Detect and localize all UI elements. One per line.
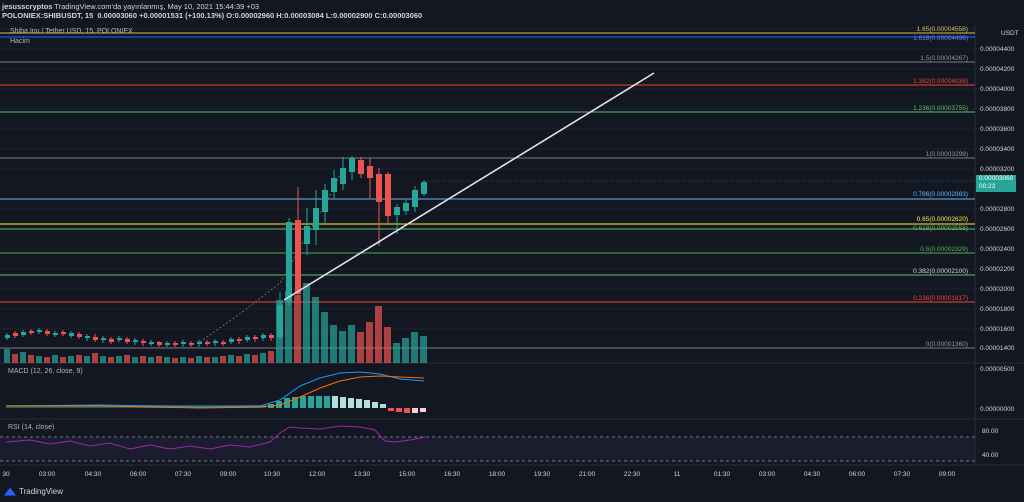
candles — [5, 156, 427, 347]
last-price: 0.00003060 — [979, 175, 1014, 182]
time-tick: 30 — [2, 471, 10, 478]
bar-countdown: 00:23 — [979, 183, 996, 190]
price-axis[interactable]: 0.00004400 0.00004200 0.00004000 0.00003… — [980, 46, 1015, 459]
fib-label: 1(0.00003298) — [926, 151, 968, 158]
last-price-tag: 0.00003060 00:23 — [976, 175, 1016, 192]
time-tick: 06:00 — [130, 471, 147, 478]
fib-label: 0.236(0.00001817) — [913, 295, 968, 302]
time-tick: 10:30 — [264, 471, 281, 478]
fib-label: 0.786(0.00002883) — [913, 191, 968, 198]
rsi-band — [0, 437, 975, 461]
price-tick: 0.00003400 — [980, 146, 1015, 153]
grid — [0, 28, 975, 349]
tradingview-logo[interactable]: TradingView — [4, 487, 63, 496]
fib-lines[interactable] — [0, 32, 975, 349]
rsi-label[interactable]: RSI (14, close) — [8, 424, 55, 431]
time-tick: 03:00 — [39, 471, 56, 478]
time-tick: 12:00 — [309, 471, 326, 478]
fib-label: 1.236(0.00003755) — [913, 105, 968, 112]
price-tick: 0.00001800 — [980, 306, 1015, 313]
price-tick: 0.00003800 — [980, 106, 1015, 113]
macd-histogram — [6, 396, 426, 413]
rsi-tick: 80.00 — [982, 428, 999, 435]
price-tick: 0.00004000 — [980, 86, 1015, 93]
time-tick: 03:00 — [759, 471, 776, 478]
fib-label: 0.618(0.00002558) — [913, 225, 968, 232]
symbol-row: POLONIEX:SHIBUSDT, 15 0.00003060 +0.0000… — [2, 11, 424, 20]
fib-label: 0.5(0.00002329) — [920, 246, 968, 253]
volume-label[interactable]: Hacim — [10, 38, 30, 45]
fib-label: 1.65(0.00004558) — [917, 26, 968, 33]
price-tick: 0.00002400 — [980, 246, 1015, 253]
time-tick: 09:00 — [939, 471, 956, 478]
time-tick: 19:30 — [534, 471, 551, 478]
price-tick: 0.00002800 — [980, 206, 1015, 213]
time-tick: 07:30 — [175, 471, 192, 478]
time-axis[interactable]: 30 03:00 04:30 06:00 07:30 09:00 10:30 1… — [2, 471, 955, 478]
time-tick: 06:00 — [849, 471, 866, 478]
fib-label: 0.382(0.00002100) — [913, 268, 968, 275]
fib-label: 1.618(0.00004496) — [913, 35, 968, 42]
author-name[interactable]: jesusscryptos — [2, 2, 53, 11]
time-tick: 09:00 — [220, 471, 237, 478]
time-tick: 01:30 — [714, 471, 731, 478]
ohlc-values: 0.00003060 +0.00001531 (+100.13%) O:0.00… — [97, 11, 423, 20]
fib-label: 0.65(0.00002620) — [917, 216, 968, 223]
trendline[interactable] — [283, 72, 655, 301]
time-tick: 21:00 — [579, 471, 596, 478]
time-tick: 16:30 — [444, 471, 461, 478]
fib-label: 1.5(0.00004267) — [920, 55, 968, 62]
brand-name: TradingView — [19, 487, 64, 496]
price-tick: 0.00004200 — [980, 66, 1015, 73]
macd-line — [5, 371, 425, 408]
published-info: jesusscryptos TradingView.com'da yayınla… — [2, 2, 259, 11]
time-tick: 04:30 — [85, 471, 102, 478]
price-tick: 0.00001600 — [980, 326, 1015, 333]
time-tick: 13:30 — [354, 471, 371, 478]
time-tick: 11 — [674, 471, 681, 478]
macd-tick: 0.00000000 — [980, 406, 1015, 413]
price-tick: 0.00003600 — [980, 126, 1015, 133]
price-tick: 0.00002200 — [980, 266, 1015, 273]
price-tick: 0.00004400 — [980, 46, 1015, 53]
pair-title[interactable]: Shiba Inu / Tether USD, 15, POLONIEX — [10, 28, 133, 35]
published-text: TradingView.com'da yayınlanmış, May 10, … — [54, 2, 260, 11]
price-tick: 0.00001400 — [980, 345, 1015, 352]
price-tick: 0.00002000 — [980, 286, 1015, 293]
macd-label[interactable]: MACD (12, 26, close, 9) — [8, 368, 83, 375]
signal-line — [6, 375, 425, 409]
fib-label: 1.382(0.00004038) — [913, 78, 968, 85]
volume-bars — [4, 283, 427, 363]
time-tick: 15:00 — [399, 471, 416, 478]
currency-label: USDT — [1001, 30, 1019, 37]
time-tick: 22:30 — [624, 471, 641, 478]
rsi-line — [5, 425, 426, 450]
rsi-tick: 40.00 — [982, 452, 999, 459]
symbol-label[interactable]: POLONIEX:SHIBUSDT, 15 — [2, 11, 94, 20]
time-tick: 07:30 — [894, 471, 911, 478]
time-tick: 04:30 — [804, 471, 821, 478]
price-tick: 0.00002600 — [980, 226, 1015, 233]
fib-labels: 1.65(0.00004558) 1.618(0.00004496) 1.5(0… — [913, 26, 968, 348]
price-tick: 0.00003200 — [980, 166, 1015, 173]
fib-label: 0(0.00001360) — [926, 341, 968, 348]
tradingview-logo-icon — [4, 487, 16, 496]
time-tick: 18:00 — [489, 471, 506, 478]
macd-tick: 0.00000500 — [980, 366, 1015, 373]
